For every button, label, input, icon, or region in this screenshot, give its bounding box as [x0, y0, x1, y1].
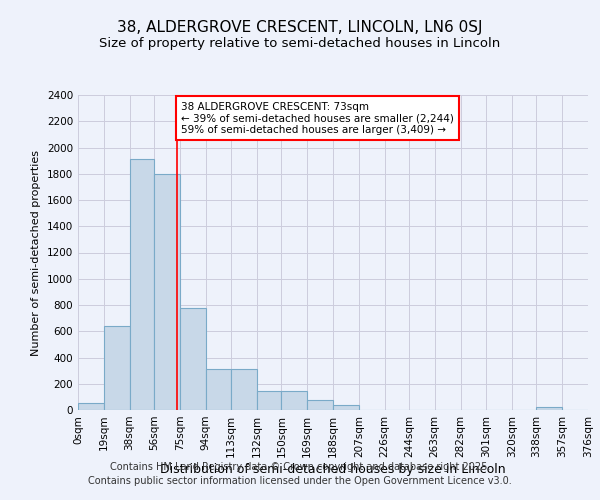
Bar: [154, 174, 180, 410]
Bar: [333, 405, 359, 410]
Bar: [205, 368, 231, 410]
Bar: [536, 408, 562, 410]
X-axis label: Distribution of semi-detached houses by size in Lincoln: Distribution of semi-detached houses by …: [160, 462, 506, 475]
Bar: [130, 160, 154, 410]
Bar: [281, 391, 307, 410]
Bar: [231, 368, 257, 410]
Text: Contains HM Land Registry data © Crown copyright and database right 2025.: Contains HM Land Registry data © Crown c…: [110, 462, 490, 472]
Text: Size of property relative to semi-detached houses in Lincoln: Size of property relative to semi-detach…: [100, 38, 500, 51]
Bar: [78, 403, 104, 410]
Y-axis label: Number of semi-detached properties: Number of semi-detached properties: [31, 150, 41, 356]
Bar: [257, 391, 281, 410]
Bar: [307, 400, 333, 410]
Text: 38 ALDERGROVE CRESCENT: 73sqm
← 39% of semi-detached houses are smaller (2,244)
: 38 ALDERGROVE CRESCENT: 73sqm ← 39% of s…: [181, 102, 454, 135]
Bar: [180, 308, 205, 410]
Text: 38, ALDERGROVE CRESCENT, LINCOLN, LN6 0SJ: 38, ALDERGROVE CRESCENT, LINCOLN, LN6 0S…: [117, 20, 483, 35]
Bar: [104, 326, 130, 410]
Text: Contains public sector information licensed under the Open Government Licence v3: Contains public sector information licen…: [88, 476, 512, 486]
